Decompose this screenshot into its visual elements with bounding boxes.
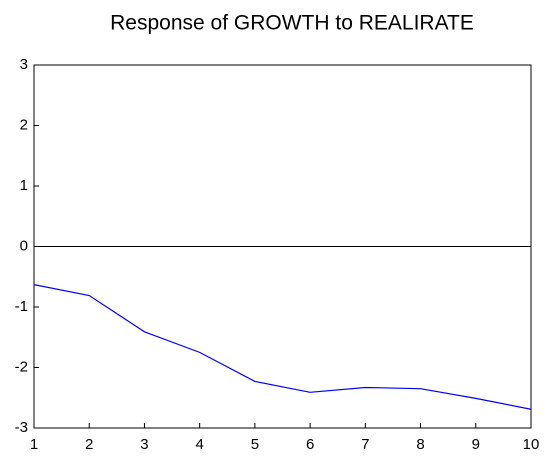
y-tick-label: -1 xyxy=(15,298,28,315)
x-tick-label: 5 xyxy=(251,436,259,453)
x-tick-label: 2 xyxy=(85,436,93,453)
data-line xyxy=(33,284,532,410)
x-tick-label: 9 xyxy=(472,436,480,453)
chart-title: Response of GROWTH to REALIRATE xyxy=(110,12,474,35)
x-tick-label: 10 xyxy=(523,436,540,453)
x-tick-label: 3 xyxy=(140,436,148,453)
y-tick-label: 3 xyxy=(20,56,28,73)
x-tick-label: 7 xyxy=(361,436,369,453)
y-tick-label: 2 xyxy=(20,116,28,133)
y-tick-label: -3 xyxy=(15,419,28,436)
y-tick-label: 0 xyxy=(20,237,28,254)
y-tick-label: 1 xyxy=(20,177,28,194)
x-tick-label: 8 xyxy=(416,436,424,453)
y-tick-label: -2 xyxy=(15,358,28,375)
x-tick-label: 1 xyxy=(30,436,38,453)
x-tick-label: 6 xyxy=(306,436,314,453)
x-tick-label: 4 xyxy=(195,436,203,453)
